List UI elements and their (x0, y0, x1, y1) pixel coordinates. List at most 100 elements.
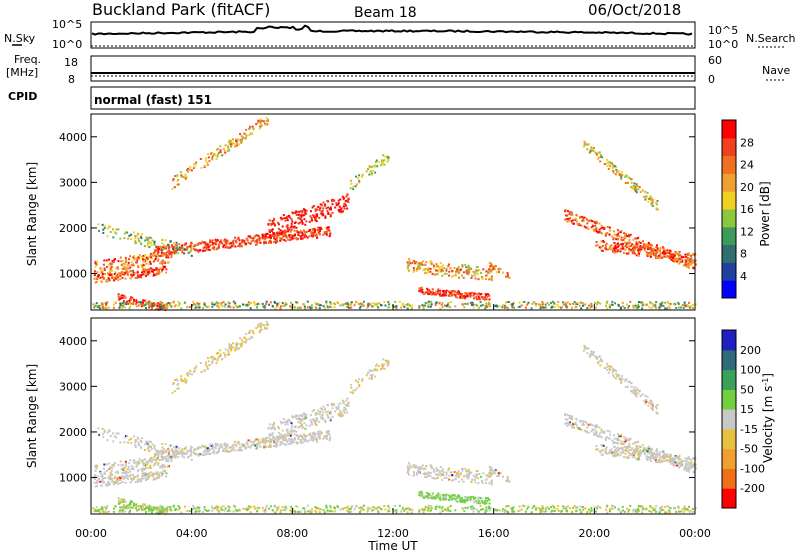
power-cell (203, 303, 206, 306)
power-cell (122, 271, 125, 274)
power-cell (253, 303, 256, 306)
power-cell (315, 307, 318, 310)
velocity-cell (463, 499, 466, 501)
power-cell (102, 228, 105, 231)
power-cell (228, 302, 231, 305)
power-cell (113, 279, 116, 282)
power-cell (155, 308, 158, 311)
velocity-cell (329, 410, 332, 413)
velocity-cell (407, 469, 409, 472)
power-cell (294, 221, 297, 224)
power-cell (149, 260, 152, 263)
power-cell (259, 118, 262, 121)
velocity-cell (308, 424, 311, 427)
power-cell (130, 261, 133, 264)
power-cell (154, 274, 157, 276)
power-cell (304, 307, 307, 310)
power-cell (372, 304, 375, 307)
power-cell (124, 306, 126, 309)
power-cell (384, 304, 387, 307)
power-cell (324, 203, 327, 206)
power-cell (421, 260, 424, 263)
power-cell (183, 176, 186, 179)
velocity-cell (498, 472, 500, 475)
velocity-cell (492, 471, 495, 474)
velocity-cell (594, 356, 597, 359)
velocity-cell (125, 474, 128, 477)
power-cell (110, 262, 113, 265)
power-cell (612, 171, 615, 174)
power-cell (288, 233, 291, 236)
velocity-cell (632, 390, 635, 393)
velocity-cell (216, 357, 219, 360)
velocity-cell (482, 472, 485, 475)
power-cell (213, 153, 216, 155)
power-cell (136, 271, 139, 274)
power-cell (269, 242, 272, 244)
velocity-cell (636, 389, 639, 392)
power-cell (168, 253, 171, 256)
power-cell (620, 236, 623, 239)
velocity-cell (628, 437, 631, 440)
velocity-cell (604, 437, 607, 440)
power-cell (442, 293, 444, 296)
power-cell (291, 237, 294, 240)
power-cell (117, 268, 120, 271)
velocity-cell (272, 435, 275, 438)
velocity-cell (277, 425, 280, 428)
velocity-cell (427, 474, 430, 477)
power-cell (620, 171, 623, 174)
power-cell (489, 267, 492, 270)
power-cell (290, 301, 293, 304)
power-cell (238, 239, 241, 242)
power-cell (629, 300, 632, 303)
power-cell (121, 302, 124, 305)
power-cell (605, 234, 607, 237)
velocity-cell (462, 480, 465, 483)
power-cell (170, 253, 173, 256)
power-cell (669, 256, 672, 259)
power-cell (674, 257, 677, 260)
power-cell (124, 256, 127, 259)
power-cell (640, 301, 643, 304)
velocity-cell (645, 400, 648, 403)
velocity-cell (616, 432, 619, 435)
velocity-cell (205, 449, 208, 452)
velocity-cell (317, 436, 320, 439)
velocity-cell (135, 465, 138, 468)
velocity-cell (590, 430, 593, 433)
power-cell (690, 254, 693, 257)
velocity-cell (103, 429, 106, 432)
power-cell (651, 253, 654, 255)
power-cell (326, 228, 329, 231)
power-cell (100, 304, 103, 307)
velocity-cell (259, 441, 262, 444)
velocity-cell (584, 420, 587, 423)
power-cell (262, 120, 265, 123)
velocity-cell (207, 450, 210, 453)
power-cell (185, 175, 188, 178)
power-cell (376, 303, 379, 306)
power-cell (477, 295, 480, 298)
power-cell (652, 249, 655, 251)
power-cell (183, 243, 186, 246)
velocity-cell (292, 416, 294, 419)
power-cell (145, 256, 148, 259)
power-cell (488, 298, 491, 301)
power-cell (282, 217, 285, 220)
power-cell (339, 304, 342, 307)
power-cell (594, 222, 597, 225)
power-cell (457, 268, 460, 271)
velocity-cell (118, 500, 121, 503)
velocity-cell (240, 344, 243, 347)
power-cell (367, 302, 370, 305)
velocity-cell (164, 466, 167, 469)
velocity-cell (418, 467, 420, 470)
power-cell (314, 302, 317, 305)
power-cell (186, 252, 189, 255)
power-cell (349, 306, 352, 309)
velocity-cell (429, 464, 432, 467)
velocity-cell (223, 443, 226, 446)
power-cell (180, 307, 183, 310)
